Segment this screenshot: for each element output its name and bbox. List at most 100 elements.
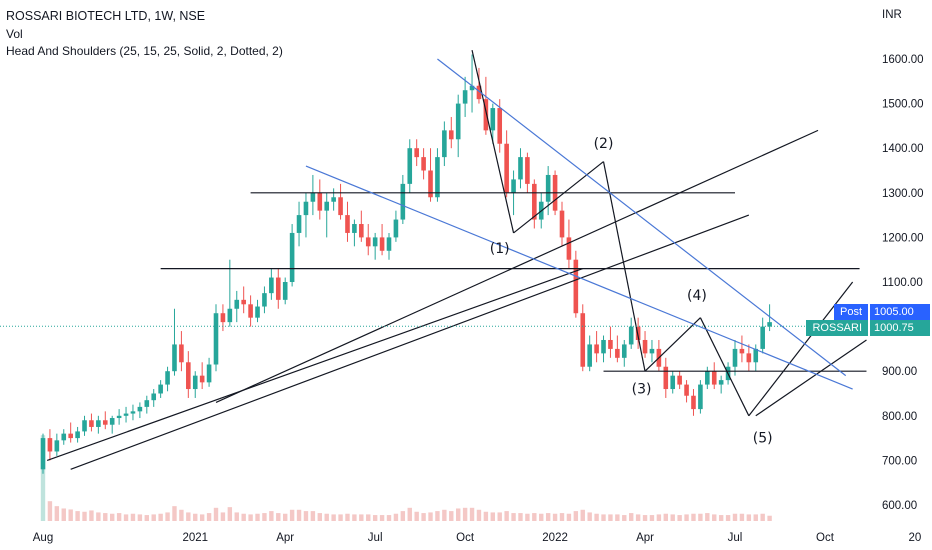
time-tick-label: 2021: [182, 532, 208, 544]
volume-bar: [760, 513, 765, 521]
candle-body: [573, 259, 579, 314]
volume-bar: [47, 501, 53, 521]
candle-body: [421, 157, 426, 171]
candle-body: [428, 170, 433, 198]
volume-bar: [677, 515, 682, 521]
volume-bar: [539, 513, 544, 521]
volume-bar: [407, 507, 412, 521]
candle-body: [47, 438, 53, 452]
candle-body: [642, 339, 648, 354]
candle-body: [414, 148, 419, 158]
volume-bar: [739, 513, 745, 521]
volume-bar: [490, 512, 495, 521]
candle-body: [698, 384, 703, 410]
volume-bar: [525, 513, 530, 521]
candle-body: [691, 395, 696, 410]
candle-body: [96, 420, 101, 427]
candlesticks: [40, 54, 772, 474]
volume-bar: [552, 513, 558, 521]
volume-bars: [40, 435, 772, 521]
volume-bar: [68, 509, 73, 521]
volume-bar: [40, 435, 46, 521]
volume-bar: [656, 514, 662, 521]
volume-bar: [435, 511, 440, 521]
candle-body: [511, 179, 516, 193]
candle-body: [684, 384, 689, 396]
time-tick-label: Oct: [816, 532, 835, 544]
volume-bar: [511, 513, 516, 521]
volume-bar: [663, 513, 668, 521]
volume-bar: [428, 512, 433, 521]
price-tick-label: 700.00: [882, 455, 917, 467]
pattern-label: (5): [753, 431, 773, 447]
candle-body: [628, 326, 634, 345]
volume-bar: [504, 511, 509, 521]
candle-body: [705, 371, 710, 385]
volume-bar: [193, 513, 198, 521]
candle-body: [158, 384, 163, 394]
pattern-label: (1): [490, 241, 510, 257]
volume-bar: [352, 514, 357, 521]
candle-body: [227, 308, 233, 323]
candle-body: [102, 420, 108, 425]
symbol-title: ROSSARI BIOTECH LTD, 1W, NSE: [6, 9, 206, 23]
candle-body: [130, 411, 136, 414]
candle-body: [186, 362, 191, 390]
candle-body: [144, 400, 150, 407]
blue-trendline: [437, 58, 847, 377]
volume-bar: [338, 514, 343, 521]
volume-bar: [324, 513, 329, 521]
volume-bar: [151, 514, 156, 521]
candle-body: [123, 413, 129, 416]
time-tick-label: 20: [909, 532, 922, 544]
price-tick-label: 1500.00: [882, 99, 924, 111]
candle-body: [338, 197, 343, 216]
candle-body: [213, 313, 219, 365]
volume-bar: [497, 512, 502, 521]
volume-bar: [269, 511, 274, 521]
candle-body: [199, 375, 205, 383]
currency-label: INR: [882, 9, 902, 21]
post-price-tag: Post 1005.00: [800, 304, 930, 320]
time-tick-label: Jul: [728, 532, 743, 544]
volume-bar: [393, 513, 399, 521]
candle-body: [587, 344, 592, 367]
volume-bar: [179, 509, 184, 521]
volume-bar: [227, 507, 233, 521]
volume-bar: [642, 515, 648, 521]
candle-body: [241, 299, 246, 305]
volume-bar: [635, 514, 641, 521]
candle-body: [89, 420, 94, 427]
volume-bar: [82, 511, 87, 521]
volume-bar: [691, 513, 696, 521]
candle-body: [594, 344, 599, 354]
volume-bar: [165, 512, 170, 521]
volume-bar: [670, 514, 675, 521]
post-tag-value: 1005.00: [870, 304, 930, 320]
candle-body: [608, 339, 613, 349]
volume-bar: [518, 513, 523, 521]
volume-bar: [545, 513, 551, 521]
candle-body: [518, 157, 523, 180]
volume-bar: [310, 511, 316, 521]
volume-bar: [345, 513, 350, 521]
candle-body: [386, 237, 392, 251]
price-tick-label: 1300.00: [882, 188, 924, 200]
trendline: [70, 214, 750, 470]
volume-bar: [283, 513, 288, 521]
candle-body: [151, 393, 157, 401]
candle-body: [442, 130, 447, 158]
candle-body: [310, 192, 316, 202]
candle-body: [372, 237, 378, 247]
candle-body: [365, 237, 371, 247]
price-tick-label: 900.00: [882, 366, 917, 378]
volume-bar: [234, 512, 239, 521]
candle-body: [262, 293, 267, 307]
trendline: [215, 129, 819, 403]
candle-body: [670, 375, 676, 390]
candle-body: [483, 99, 489, 131]
volume-bar: [248, 514, 253, 521]
volume-bar: [123, 514, 129, 521]
candle-body: [40, 438, 46, 470]
